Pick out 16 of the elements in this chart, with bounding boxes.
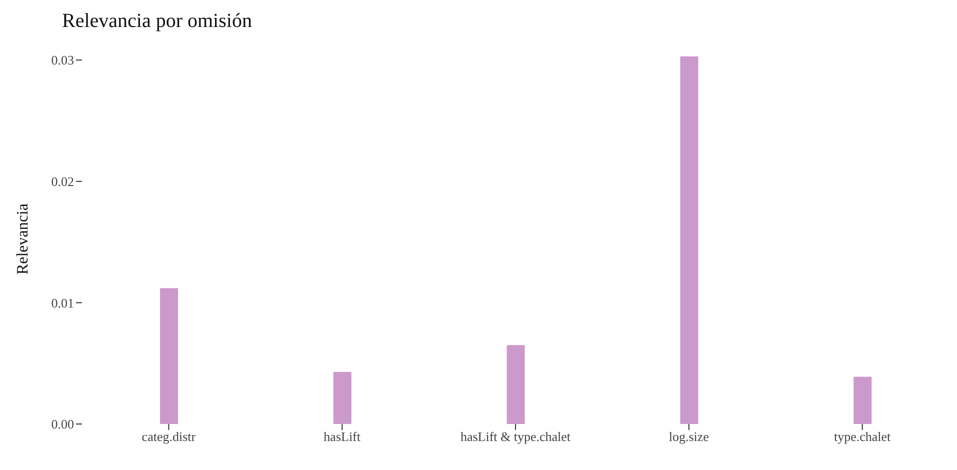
y-axis-title: Relevancia [14, 203, 32, 275]
bar [333, 372, 352, 424]
x-tick-label: type.chalet [834, 429, 892, 444]
bar [506, 345, 525, 424]
y-tick-label: 0.01 [51, 295, 74, 310]
y-tick-label: 0.02 [51, 174, 74, 189]
x-tick-label: hasLift & type.chalet [460, 429, 571, 444]
bar [680, 56, 698, 424]
x-tick-label: categ.distr [142, 429, 196, 444]
x-tick-label: hasLift [324, 429, 361, 444]
y-tick-label: 0.00 [51, 416, 74, 432]
x-tick-label: log.size [668, 429, 710, 444]
bar [854, 376, 872, 424]
bar [160, 288, 178, 424]
chart-title: Relevancia por omisión [62, 10, 252, 33]
y-tick-label: 0.03 [51, 52, 74, 68]
